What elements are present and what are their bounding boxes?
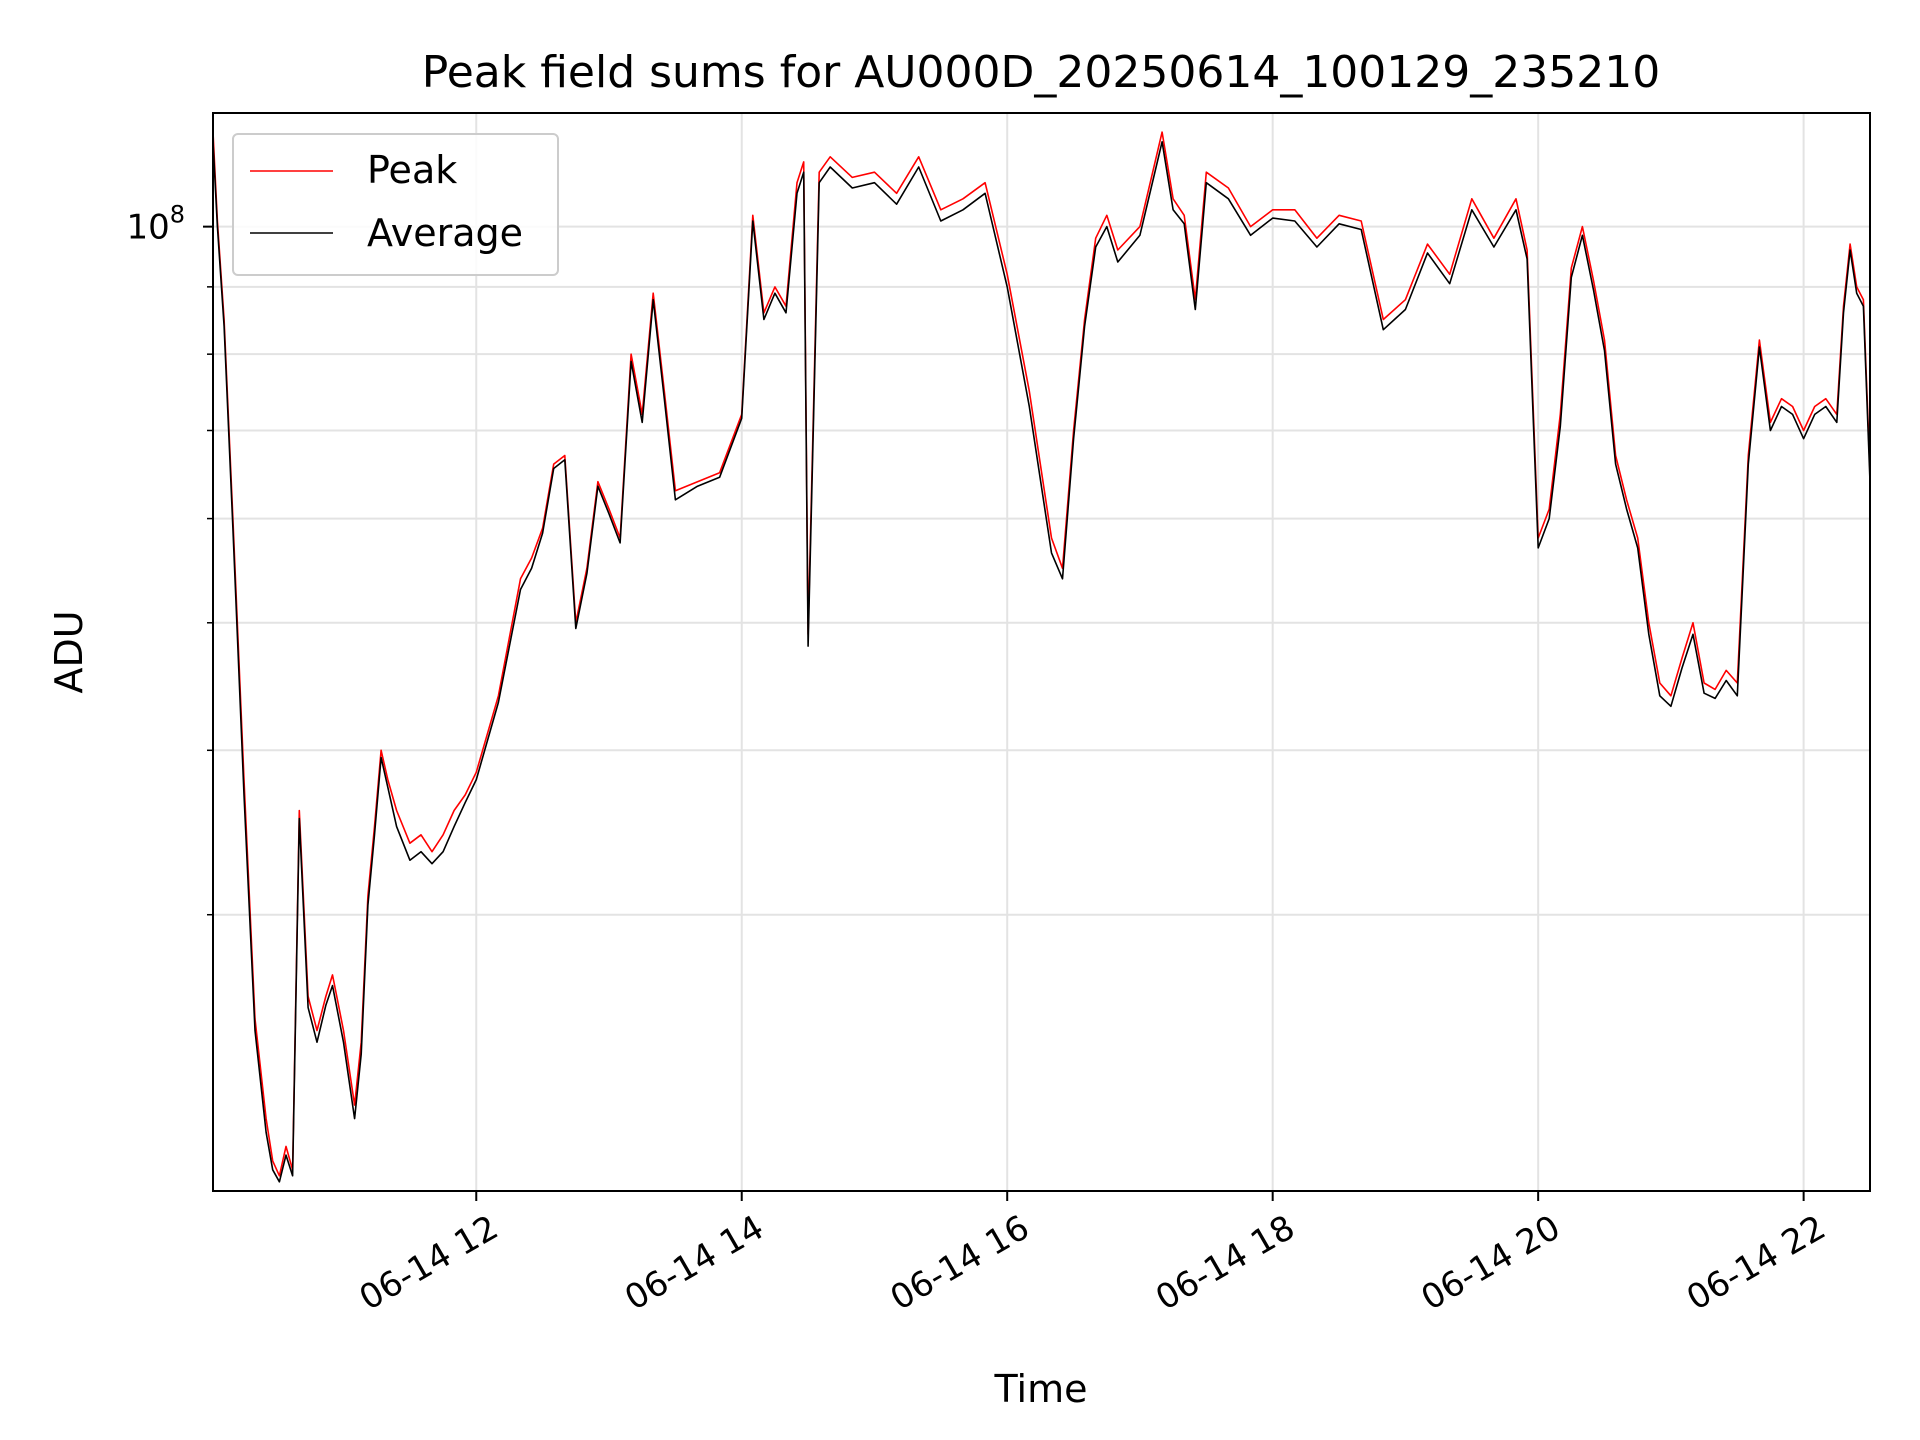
legend: Peak Average <box>232 133 559 276</box>
series-lines <box>212 131 1871 1183</box>
y-tick-label-exponent: 8 <box>170 201 185 229</box>
legend-average-label: Average <box>367 211 523 255</box>
legend-box <box>232 133 559 276</box>
y-tick-label-base: 10 <box>126 208 169 248</box>
plot-area-frame <box>212 112 1871 1192</box>
grid-lines <box>213 113 1870 1191</box>
x-axis-label: Time <box>994 1367 1088 1411</box>
series-line-average <box>212 141 1871 1183</box>
legend-peak-label: Peak <box>367 148 457 192</box>
chart-title: Peak field sums for AU000D_20250614_1001… <box>422 47 1661 98</box>
y-axis-ticks: 108 <box>126 201 213 916</box>
y-axis-label: ADU <box>47 610 91 693</box>
series-line-peak <box>212 131 1871 1177</box>
y-tick-label: 108 <box>126 201 185 248</box>
